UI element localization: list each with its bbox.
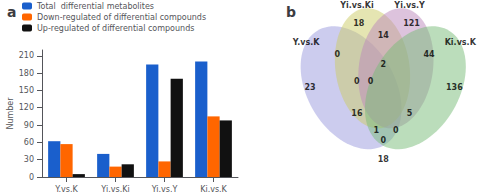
svg-text:0: 0 (380, 136, 386, 145)
svg-text:0: 0 (29, 173, 34, 182)
svg-text:Ki.vs.K: Ki.vs.K (200, 185, 227, 194)
svg-text:23: 23 (305, 83, 316, 92)
svg-text:Yi.vs.Y: Yi.vs.Y (151, 185, 178, 194)
svg-text:b: b (286, 4, 296, 20)
svg-text:Y.vs.K: Y.vs.K (54, 185, 78, 194)
svg-text:5: 5 (407, 109, 413, 118)
svg-text:180: 180 (19, 69, 34, 78)
svg-text:Yi.vs.Y: Yi.vs.Y (393, 1, 425, 10)
svg-text:136: 136 (446, 83, 463, 92)
svg-text:30: 30 (24, 155, 34, 164)
svg-text:120: 120 (19, 103, 34, 112)
svg-text:121: 121 (403, 19, 420, 28)
svg-text:14: 14 (378, 31, 390, 40)
svg-text:1: 1 (374, 126, 380, 135)
svg-text:60: 60 (24, 138, 34, 147)
svg-text:44: 44 (423, 50, 435, 59)
svg-text:Up-regulated of differential c: Up-regulated of differential compounds (37, 24, 194, 33)
svg-text:Total differential metabolite: Total differential metabolites (36, 2, 154, 11)
svg-text:210: 210 (19, 51, 34, 60)
svg-text:0: 0 (368, 77, 374, 86)
svg-text:90: 90 (24, 121, 34, 130)
svg-text:Ki.vs.K: Ki.vs.K (445, 38, 477, 47)
svg-text:Yi.vs.Ki: Yi.vs.Ki (339, 1, 374, 10)
svg-text:Number: Number (6, 97, 15, 130)
svg-text:Yi.vs.Ki: Yi.vs.Ki (100, 185, 129, 194)
svg-text:18: 18 (378, 155, 390, 164)
svg-text:0: 0 (335, 50, 341, 59)
svg-text:2: 2 (380, 60, 386, 69)
svg-text:a: a (7, 4, 16, 20)
svg-text:16: 16 (351, 109, 363, 118)
svg-text:Down-regulated of differential: Down-regulated of differential compounds (37, 13, 206, 22)
svg-text:0: 0 (393, 126, 399, 135)
svg-text:0: 0 (354, 77, 360, 86)
svg-text:Y.vs.K: Y.vs.K (292, 38, 321, 47)
svg-text:18: 18 (353, 19, 365, 28)
svg-text:150: 150 (19, 86, 34, 95)
